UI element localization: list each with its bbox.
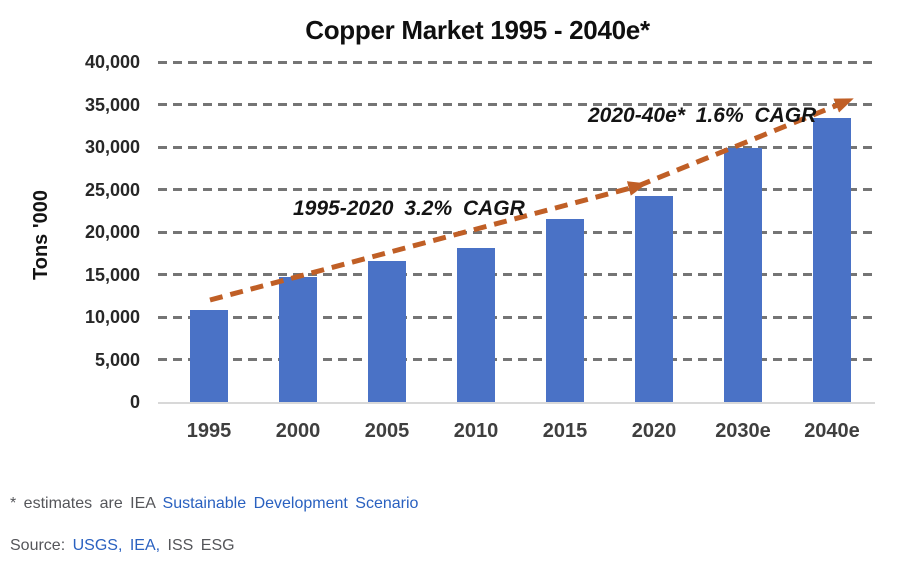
source-link-iea[interactable]: IEA, [129,537,161,554]
y-tick-30000: 30,000 [84,137,140,157]
cagr-annotation-1995-2020: 1995-2020 3.2% CAGR [293,197,525,220]
gridline-20000 [158,230,875,234]
bar-2005 [368,260,406,402]
bar-2010 [457,248,495,402]
y-tick-0: 0 [129,392,140,412]
gridline-35000 [158,103,875,106]
gridline-30000 [158,145,875,149]
source-label: Source: [10,537,66,554]
y-tick-10000: 10,000 [84,307,140,327]
gridline-40000 [158,60,875,64]
gridline-15000 [158,273,875,276]
footnote-text: * estimates are IEA [10,495,156,512]
y-tick-35000: 35,000 [84,94,140,115]
gridline-10000 [158,315,875,319]
x-label-2000: 2000 [275,420,321,442]
bar-2020 [635,196,673,402]
y-tick-20000: 20,000 [84,222,140,242]
x-label-2020: 2020 [631,420,677,442]
footnote: * estimates are IEA Sustainable Developm… [10,495,418,513]
source-link-usgs[interactable]: USGS, [72,537,123,554]
chart-title: Copper Market 1995 - 2040e* [305,15,650,45]
x-label-2015: 2015 [542,420,588,442]
y-tick-15000: 15,000 [84,264,140,285]
y-tick-25000: 25,000 [84,179,140,200]
x-axis-line [158,402,875,404]
x-label-2040e: 2040e [804,420,860,442]
bar-1995 [190,310,228,402]
gridline-5000 [158,358,875,361]
x-label-1995: 1995 [186,420,232,442]
bar-2000 [279,277,317,402]
cagr-annotation-2020-2040: 2020-40e* 1.6% CAGR [588,104,817,127]
x-label-2030e: 2030e [715,420,771,442]
x-label-2010: 2010 [453,420,499,442]
bar-2030e [724,147,762,402]
source-rest: ISS ESG [167,537,235,554]
bar-2015 [546,219,584,402]
gridline-25000 [158,188,875,191]
y-tick-5000: 5,000 [94,349,140,370]
footnote-link[interactable]: Sustainable Development Scenario [162,495,419,512]
source-line: Source: USGS, IEA, ISS ESG [10,537,235,555]
y-tick-40000: 40,000 [84,52,140,72]
bar-2040e [813,118,851,402]
x-label-2005: 2005 [364,420,410,442]
